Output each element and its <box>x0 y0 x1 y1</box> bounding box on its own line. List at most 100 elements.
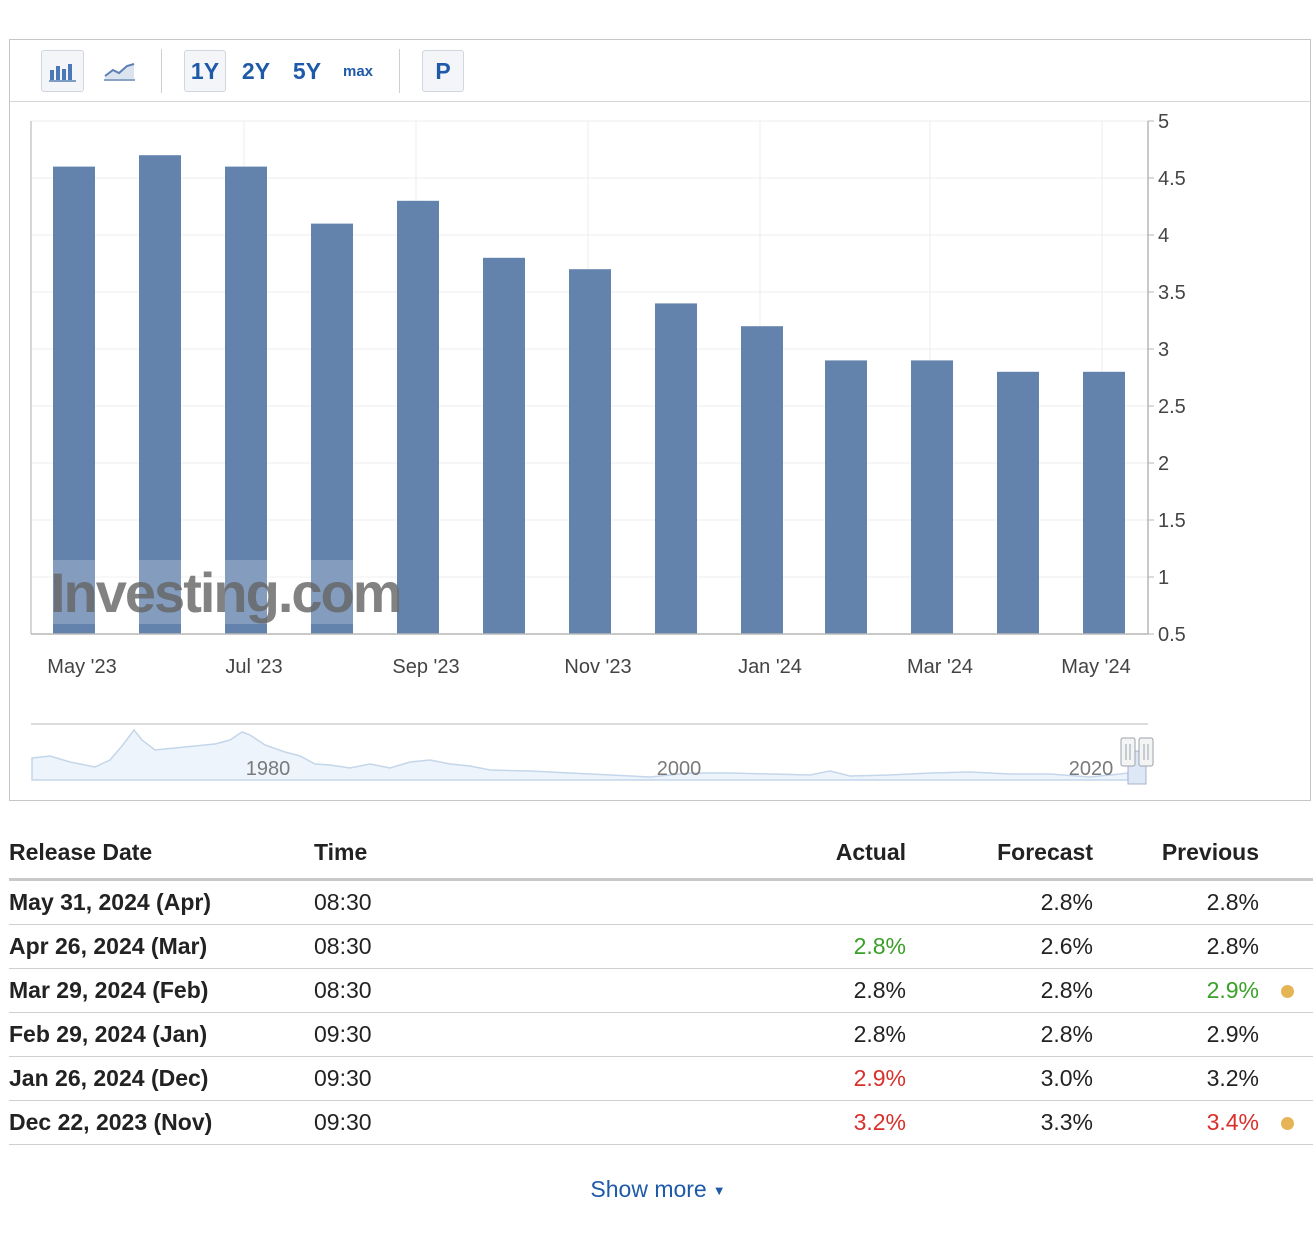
cell-forecast: 2.8% <box>906 1012 1093 1057</box>
bar[interactable] <box>483 257 525 634</box>
revision-cell <box>1259 879 1313 925</box>
y-tick-label: 2 <box>1158 453 1169 475</box>
navigator-label-2000: 2000 <box>657 758 702 780</box>
cell-time: 09:30 <box>314 1012 794 1057</box>
range-1y-button[interactable]: 1Y <box>184 50 226 92</box>
toolbar-divider <box>161 49 162 93</box>
bar[interactable] <box>139 155 181 634</box>
bar[interactable] <box>741 326 783 634</box>
cell-previous: 2.9% <box>1093 1012 1259 1057</box>
bar-chart-icon[interactable] <box>41 50 84 92</box>
bar[interactable] <box>1083 371 1125 634</box>
navigator-handle-right[interactable] <box>1138 737 1154 767</box>
cell-actual: 3.2% <box>794 1100 906 1145</box>
x-tick-label: May '23 <box>47 656 116 678</box>
range-5y-button[interactable]: 5Y <box>292 57 322 84</box>
cell-previous: 3.2% <box>1093 1056 1259 1101</box>
header-forecast[interactable]: Forecast <box>906 826 1093 881</box>
p-button[interactable]: P <box>422 50 464 92</box>
cell-time: 08:30 <box>314 968 794 1013</box>
revision-cell <box>1259 968 1313 1013</box>
bar[interactable] <box>655 303 697 634</box>
header-previous[interactable]: Previous <box>1093 826 1259 881</box>
cell-actual <box>794 879 906 925</box>
header-actual[interactable]: Actual <box>794 826 906 881</box>
revised-indicator-icon[interactable] <box>1281 1117 1294 1131</box>
navigator-label-2020: 2020 <box>1069 758 1114 780</box>
table-row: May 31, 2024 (Apr) 08:30 2.8% 2.8% <box>9 879 1313 925</box>
range-max-button[interactable]: max <box>342 62 374 80</box>
header-spacer <box>1259 826 1313 881</box>
table-header-row: Release Date Time Actual Forecast Previo… <box>9 826 1313 881</box>
cell-previous: 2.8% <box>1093 924 1259 969</box>
cell-forecast: 2.6% <box>906 924 1093 969</box>
watermark-text: Investing.com <box>50 561 401 624</box>
y-tick-label: 5 <box>1158 111 1169 133</box>
cell-release-date: Jan 26, 2024 (Dec) <box>9 1056 314 1101</box>
cell-time: 09:30 <box>314 1100 794 1145</box>
table-row: Feb 29, 2024 (Jan) 09:30 2.8% 2.8% 2.9% <box>9 1012 1313 1057</box>
cell-release-date: Apr 26, 2024 (Mar) <box>9 924 314 969</box>
table-row: Mar 29, 2024 (Feb) 08:30 2.8% 2.8% 2.9% <box>9 968 1313 1013</box>
table-row: Dec 22, 2023 (Nov) 09:30 3.2% 3.3% 3.4% <box>9 1100 1313 1145</box>
cell-time: 09:30 <box>314 1056 794 1101</box>
table-row: Jan 26, 2024 (Dec) 09:30 2.9% 3.0% 3.2% <box>9 1056 1313 1101</box>
header-release-date[interactable]: Release Date <box>9 826 314 881</box>
revision-cell <box>1259 1056 1313 1101</box>
bar[interactable] <box>397 200 439 635</box>
y-tick-label: 3.5 <box>1158 282 1186 304</box>
cell-time: 08:30 <box>314 924 794 969</box>
revised-indicator-icon[interactable] <box>1281 985 1294 999</box>
range-2y-button[interactable]: 2Y <box>241 57 271 84</box>
bar-chart: May '23 Jul '23 Sep '23 Nov '23 Jan '24 Mar '… <box>30 111 1186 785</box>
y-tick-label: 0.5 <box>1158 624 1186 646</box>
y-tick-label: 3 <box>1158 339 1169 361</box>
cell-forecast: 3.3% <box>906 1100 1093 1145</box>
cell-actual: 2.8% <box>794 1012 906 1057</box>
y-tick-label: 4.5 <box>1158 168 1186 190</box>
x-tick-label: May '24 <box>1061 656 1130 678</box>
y-tick-label: 1 <box>1158 567 1169 589</box>
investing-logo: Investing.com <box>48 560 403 624</box>
bar[interactable] <box>997 371 1039 634</box>
bar[interactable] <box>53 166 95 634</box>
header-time[interactable]: Time <box>314 826 794 881</box>
cell-actual: 2.8% <box>794 968 906 1013</box>
revision-cell <box>1259 1100 1313 1145</box>
cell-release-date: May 31, 2024 (Apr) <box>9 879 314 925</box>
releases-table: Release Date Time Actual Forecast Previo… <box>9 826 1313 1145</box>
x-tick-label: Sep '23 <box>392 656 459 678</box>
toolbar-divider <box>399 49 400 93</box>
cell-release-date: Mar 29, 2024 (Feb) <box>9 968 314 1013</box>
x-tick-label: Mar '24 <box>907 656 973 678</box>
cell-forecast: 3.0% <box>906 1056 1093 1101</box>
cell-release-date: Feb 29, 2024 (Jan) <box>9 1012 314 1057</box>
cell-previous: 2.9% <box>1093 968 1259 1013</box>
x-tick-label: Nov '23 <box>564 656 631 678</box>
show-more-label[interactable]: Show more <box>590 1176 707 1202</box>
chart-panel: 1Y 2Y 5Y max P May '23 Jul '23 Sep '23 Nov … <box>9 39 1311 801</box>
cell-release-date: Dec 22, 2023 (Nov) <box>9 1100 314 1145</box>
x-tick-label: Jan '24 <box>738 656 802 678</box>
bar[interactable] <box>311 223 353 634</box>
bars <box>53 155 1125 635</box>
y-tick-label: 1.5 <box>1158 510 1186 532</box>
y-tick-label: 4 <box>1158 225 1169 247</box>
bar[interactable] <box>225 166 267 634</box>
cell-actual: 2.9% <box>794 1056 906 1101</box>
cell-previous: 2.8% <box>1093 879 1259 925</box>
table-row: Apr 26, 2024 (Mar) 08:30 2.8% 2.6% 2.8% <box>9 924 1313 969</box>
bar[interactable] <box>825 360 867 634</box>
cell-time: 08:30 <box>314 879 794 925</box>
show-more-link[interactable]: Show more ▼ <box>0 1176 1316 1203</box>
bar[interactable] <box>911 360 953 634</box>
cell-previous: 3.4% <box>1093 1100 1259 1145</box>
bar[interactable] <box>569 269 611 634</box>
axes <box>30 121 1149 635</box>
navigator-handle-left[interactable] <box>1120 737 1136 767</box>
time-navigator[interactable]: 1980 2000 2020 <box>31 723 1154 785</box>
chart-toolbar: 1Y 2Y 5Y max P <box>10 40 1310 102</box>
line-chart-icon[interactable] <box>100 50 140 92</box>
cell-forecast: 2.8% <box>906 879 1093 925</box>
x-axis-ticks: May '23 Jul '23 Sep '23 Nov '23 Jan '24 Mar '… <box>47 656 1130 678</box>
